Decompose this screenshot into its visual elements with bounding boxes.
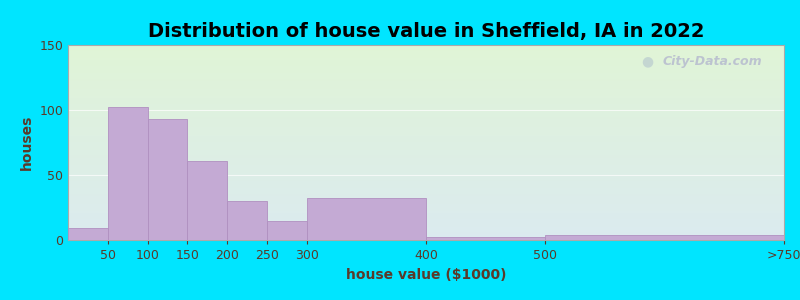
X-axis label: house value ($1000): house value ($1000)	[346, 268, 506, 282]
Text: ●: ●	[641, 55, 653, 69]
Text: City-Data.com: City-Data.com	[663, 55, 762, 68]
Title: Distribution of house value in Sheffield, IA in 2022: Distribution of house value in Sheffield…	[148, 22, 704, 41]
Bar	[306, 198, 426, 240]
Bar	[68, 228, 108, 240]
Bar	[227, 201, 267, 240]
Bar	[187, 161, 227, 240]
Bar	[147, 119, 187, 240]
Bar	[267, 220, 306, 240]
Bar	[108, 107, 147, 240]
Y-axis label: houses: houses	[20, 115, 34, 170]
Bar	[546, 235, 784, 240]
Bar	[426, 237, 546, 240]
